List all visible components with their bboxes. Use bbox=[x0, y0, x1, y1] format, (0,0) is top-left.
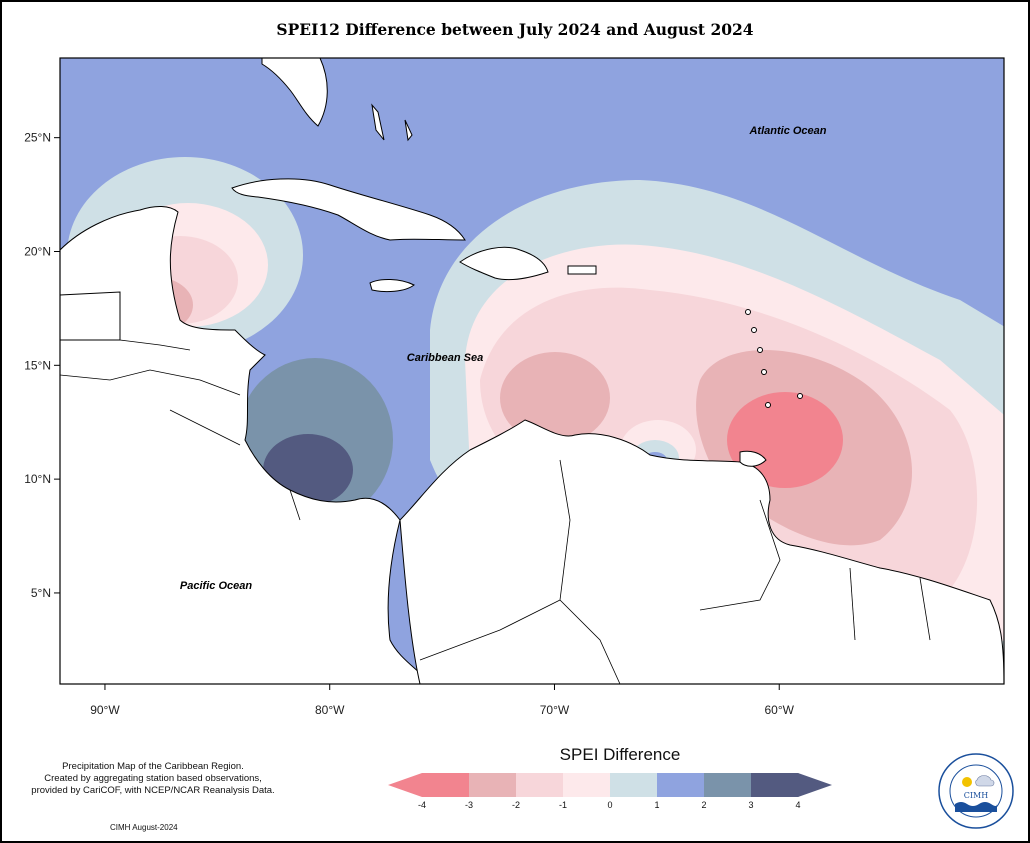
x-tick-label: 90°W bbox=[90, 703, 120, 717]
land-bahamas-2 bbox=[404, 119, 413, 142]
x-tick-label: 70°W bbox=[540, 703, 570, 717]
label-pacific-ocean: Pacific Ocean bbox=[180, 580, 252, 592]
x-axis-ticks: 90°W 80°W 70°W 60°W bbox=[90, 684, 795, 717]
label-atlantic-ocean: Atlantic Ocean bbox=[748, 125, 826, 137]
credit-text: CIMH August-2024 bbox=[110, 823, 178, 832]
border-honduras bbox=[60, 369, 241, 396]
legend-tick-label: -4 bbox=[418, 800, 426, 810]
legend-colorbar: -4 -3 -2 -1 0 1 2 3 4 bbox=[388, 773, 832, 810]
legend-swatch bbox=[610, 773, 658, 797]
legend-arrow-right bbox=[798, 773, 832, 797]
border-suriname-guiana bbox=[919, 577, 931, 641]
land-antilles-4 bbox=[761, 369, 767, 375]
legend-swatch bbox=[469, 773, 517, 797]
border-venezuela-guyana bbox=[699, 499, 781, 611]
land-central-america bbox=[60, 206, 431, 684]
land-trinidad bbox=[739, 450, 767, 467]
legend-swatch bbox=[516, 773, 564, 797]
logo-wave-icon bbox=[955, 802, 997, 812]
land-jamaica bbox=[369, 279, 415, 293]
land-antilles-5 bbox=[797, 393, 803, 399]
y-axis-ticks: 25°N 20°N 15°N 10°N 5°N bbox=[24, 131, 60, 600]
legend-swatch bbox=[563, 773, 611, 797]
land-antilles-2 bbox=[751, 327, 757, 333]
legend-swatch bbox=[704, 773, 752, 797]
legend-tick-label: 4 bbox=[795, 800, 800, 810]
legend-swatch bbox=[657, 773, 705, 797]
legend-tick-label: -3 bbox=[465, 800, 473, 810]
map-title: SPEI12 Difference between July 2024 and … bbox=[276, 20, 754, 39]
land-antilles-1 bbox=[745, 309, 751, 315]
legend-tick-label: -2 bbox=[512, 800, 520, 810]
label-caribbean-sea: Caribbean Sea bbox=[407, 352, 483, 364]
land-bahamas-1 bbox=[371, 103, 385, 141]
border-guatemala bbox=[119, 292, 191, 351]
y-tick-label: 20°N bbox=[24, 244, 51, 258]
land-puerto-rico bbox=[567, 265, 597, 275]
logo-cloud-icon bbox=[975, 775, 995, 787]
legend-tick-label: 1 bbox=[654, 800, 659, 810]
land-antilles-6 bbox=[765, 402, 771, 408]
y-tick-label: 25°N bbox=[24, 131, 51, 145]
legend-tick-label: 0 bbox=[607, 800, 612, 810]
land-florida bbox=[261, 58, 328, 127]
land-hispaniola bbox=[459, 246, 549, 281]
border-guyana-suriname bbox=[849, 567, 856, 641]
land-antilles-3 bbox=[757, 347, 763, 353]
border-colombia-ecuador bbox=[419, 599, 561, 661]
map-plot-area: Atlantic Ocean Caribbean Sea Pacific Oce… bbox=[60, 58, 1004, 684]
x-tick-label: 80°W bbox=[315, 703, 345, 717]
y-tick-label: 15°N bbox=[24, 358, 51, 372]
legend-swatch bbox=[751, 773, 799, 797]
land-south-america bbox=[399, 419, 1004, 684]
x-tick-label: 60°W bbox=[764, 703, 794, 717]
country-borders bbox=[60, 292, 931, 684]
logo-sun-icon bbox=[962, 777, 972, 787]
legend-tick-label: -1 bbox=[559, 800, 567, 810]
legend-tick-label: 3 bbox=[748, 800, 753, 810]
border-nicaragua bbox=[169, 409, 241, 446]
cimh-logo-icon: CIMH bbox=[938, 753, 1014, 829]
border-panama bbox=[289, 489, 301, 521]
legend-title: SPEI Difference bbox=[559, 745, 681, 764]
land-masses bbox=[60, 58, 1004, 684]
land-cuba bbox=[231, 178, 466, 241]
legend-tick-label: 2 bbox=[701, 800, 706, 810]
legend-arrow-left bbox=[388, 773, 422, 797]
y-tick-label: 10°N bbox=[24, 472, 51, 486]
y-tick-label: 5°N bbox=[31, 586, 51, 600]
map-frame bbox=[59, 57, 1005, 685]
legend-swatch bbox=[422, 773, 470, 797]
source-note: Precipitation Map of the Caribbean Regio… bbox=[31, 761, 275, 796]
logo-text: CIMH bbox=[964, 791, 988, 800]
